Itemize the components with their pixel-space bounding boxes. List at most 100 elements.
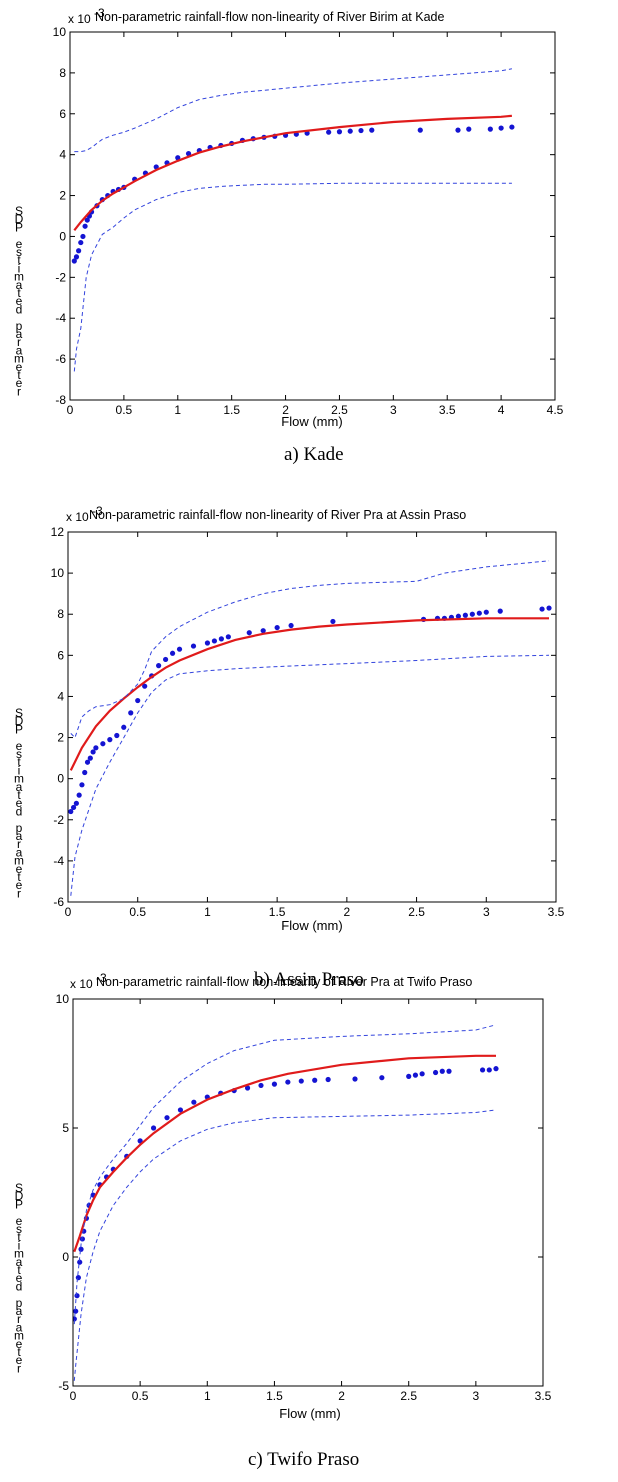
x-axis-label: Flow (mm) — [281, 414, 342, 429]
y-tick-label: 8 — [59, 66, 66, 80]
x-tick-label: 0.5 — [132, 1389, 149, 1403]
y-axis-label-char: P — [15, 220, 23, 234]
confidence-band-line — [73, 182, 512, 372]
axes-box — [67, 531, 557, 903]
data-point — [498, 125, 504, 131]
y-axis-label-char: a — [16, 1304, 23, 1318]
x-tick-label: 3.5 — [439, 403, 456, 417]
data-point — [476, 610, 482, 616]
data-point — [204, 640, 211, 646]
data-point — [79, 782, 85, 788]
data-point — [274, 624, 280, 631]
data-point — [169, 650, 176, 656]
y-axis-label-char: s — [16, 747, 22, 761]
y-axis-label-char: t — [17, 286, 21, 300]
x-tick-label: 4 — [498, 403, 505, 417]
x-tick-label: 2.5 — [400, 1389, 417, 1403]
y-tick-label: -6 — [53, 895, 64, 909]
data-point — [73, 1308, 79, 1314]
data-point — [68, 808, 74, 815]
data-point — [176, 646, 183, 652]
y-axis-label-char: a — [16, 1255, 23, 1269]
x-tick-label: 1.5 — [223, 403, 240, 417]
y-axis-label-char: d — [16, 302, 23, 316]
y-exponent-label: x 10 — [66, 510, 89, 524]
series-group — [71, 68, 515, 372]
data-point — [76, 248, 82, 254]
x-tick-label: 0 — [70, 1389, 77, 1403]
confidence-band-line — [70, 560, 550, 739]
y-tick-label: 8 — [57, 607, 64, 621]
y-tick-label: 6 — [57, 648, 64, 662]
y-axis-label-char: t — [17, 1230, 21, 1244]
x-tick-label: 2 — [338, 1389, 345, 1403]
confidence-band-line — [70, 654, 550, 896]
y-axis-label-char: e — [16, 237, 23, 251]
data-point — [218, 636, 224, 642]
y-axis-label-char: S — [15, 706, 23, 720]
data-point — [352, 1076, 358, 1082]
data-point — [288, 622, 294, 629]
data-point — [347, 128, 353, 134]
y-axis-label-char: e — [16, 878, 23, 892]
y-axis-label-char: r — [17, 384, 21, 398]
data-point — [406, 1073, 412, 1079]
data-point — [271, 1081, 278, 1087]
data-point — [479, 1067, 486, 1073]
y-axis-label-char: m — [14, 270, 24, 284]
data-point — [260, 628, 266, 634]
data-point — [135, 697, 141, 704]
y-axis-label-char: d — [16, 1279, 23, 1293]
y-axis-label-char: t — [17, 870, 21, 884]
data-point — [100, 741, 106, 747]
y-exponent-power: -3 — [92, 504, 103, 518]
data-point — [412, 1072, 419, 1078]
x-tick-label: 3 — [390, 403, 397, 417]
y-axis-label-char: e — [16, 294, 23, 308]
data-point — [114, 732, 120, 739]
y-tick-label: -8 — [55, 393, 66, 407]
x-axis-label: Flow (mm) — [281, 918, 342, 933]
y-axis-label-char: e — [16, 1271, 23, 1285]
x-tick-label: 2.5 — [331, 403, 348, 417]
x-tick-label: 3 — [483, 905, 490, 919]
data-point — [150, 1125, 157, 1131]
x-tick-label: 2 — [282, 403, 289, 417]
data-point — [487, 126, 493, 132]
y-tick-label: 2 — [59, 189, 66, 203]
data-point — [90, 749, 96, 755]
data-point — [486, 1067, 492, 1073]
x-tick-label: 1 — [174, 403, 181, 417]
fitted-curve-line — [73, 114, 513, 231]
y-axis-label-char: s — [16, 245, 22, 259]
data-point — [439, 1068, 445, 1074]
y-tick-label: 10 — [56, 992, 70, 1006]
x-tick-label: 1 — [204, 1389, 211, 1403]
data-point — [84, 759, 91, 765]
y-tick-label: 12 — [51, 525, 65, 539]
data-point — [80, 233, 86, 240]
y-axis-label-char: P — [15, 722, 23, 736]
confidence-band-line — [73, 1109, 497, 1381]
data-point — [539, 606, 545, 612]
y-axis-label-char: e — [16, 1353, 23, 1367]
data-point — [77, 1259, 83, 1265]
figure-caption: a) Kade — [284, 444, 344, 465]
data-point — [446, 1068, 452, 1074]
data-point — [87, 755, 93, 761]
y-axis-label-char: D — [15, 1189, 24, 1203]
y-axis-label-char: m — [14, 854, 24, 868]
data-point — [82, 769, 88, 776]
y-axis-label-char: D — [15, 212, 24, 226]
data-point — [258, 1082, 264, 1089]
y-axis-label-char: r — [17, 886, 21, 900]
data-point — [419, 1071, 425, 1077]
x-tick-label: 1.5 — [266, 1389, 283, 1403]
x-tick-label: 0 — [65, 905, 72, 919]
y-exponent-label: x 10 — [68, 12, 91, 26]
x-tick-label: 3 — [473, 1389, 480, 1403]
y-tick-label: 0 — [59, 229, 66, 243]
data-point — [185, 151, 192, 157]
data-point — [493, 1066, 499, 1072]
